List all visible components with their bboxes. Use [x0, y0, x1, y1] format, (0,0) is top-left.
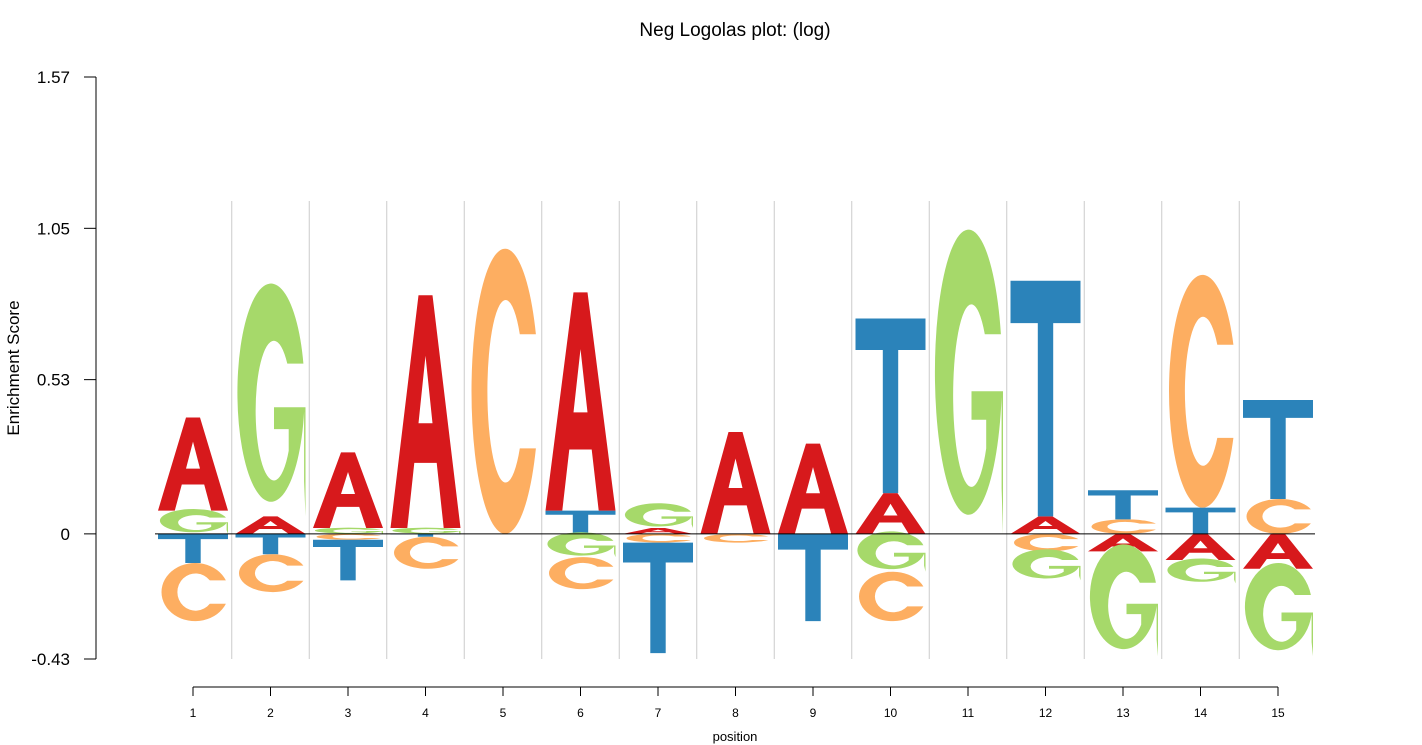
letter-A [390, 295, 461, 529]
logo-stack-pos-10 [855, 318, 926, 622]
letter-G [934, 229, 1003, 534]
x-tick-label: 1 [190, 706, 197, 720]
letter-T [235, 533, 306, 555]
letter-T [313, 539, 383, 581]
letter-G [392, 527, 461, 534]
y-tick-label: 1.57 [37, 68, 70, 87]
letter-T [1088, 490, 1158, 520]
letter-C [161, 562, 226, 622]
logo-stack-pos-12 [1010, 280, 1081, 581]
x-tick-label: 15 [1271, 706, 1285, 720]
logo-stack-pos-2 [235, 283, 306, 593]
letter-A [855, 493, 926, 534]
y-tick-label: -0.43 [31, 650, 70, 669]
letter-T [623, 542, 693, 654]
x-tick-label: 8 [732, 706, 739, 720]
letter-A [778, 443, 848, 534]
x-tick-label: 10 [884, 706, 898, 720]
letter-G [314, 527, 383, 534]
letter-A [700, 432, 771, 534]
logo-stack-pos-4 [390, 295, 461, 569]
y-tick-label: 0 [61, 525, 70, 544]
chart-title: Neg Logolas plot: (log) [639, 20, 830, 41]
letter-G [1012, 549, 1081, 581]
letter-A [1088, 533, 1158, 552]
letter-A [1165, 533, 1236, 561]
letter-C [549, 557, 614, 590]
logo-stack-pos-9 [778, 443, 848, 622]
letter-T [158, 533, 228, 563]
letter-G [1167, 558, 1236, 584]
letter-G [857, 531, 926, 572]
logo-stack-pos-7 [623, 503, 693, 654]
letter-C [316, 533, 381, 540]
letter-T [545, 510, 616, 534]
letter-C [626, 533, 691, 543]
logo-stack-pos-8 [700, 432, 771, 543]
x-tick-label: 3 [345, 706, 352, 720]
letter-A [545, 292, 616, 511]
y-tick-label: 0.53 [37, 371, 70, 390]
logo-stack-pos-11 [934, 229, 1003, 534]
letter-C [704, 533, 769, 543]
letter-C [1091, 519, 1156, 534]
letter-T [1010, 280, 1081, 517]
x-tick-label: 14 [1194, 706, 1208, 720]
x-tick-label: 6 [577, 706, 584, 720]
x-tick-label: 5 [500, 706, 507, 720]
letter-A [158, 417, 228, 511]
x-axis: 1 2 3 4 5 6 7 8 9 10 11 12 13 14 15 [190, 686, 1285, 720]
logo-stack-pos-13 [1088, 490, 1158, 657]
letter-T [390, 533, 461, 537]
letter-A [235, 516, 306, 534]
logo-stack-pos-3 [313, 452, 383, 581]
letter-C [1246, 498, 1311, 534]
logo-stack-pos-1 [158, 417, 228, 622]
letter-G [237, 283, 306, 517]
letter-A [623, 528, 693, 534]
letter-A [1010, 516, 1081, 534]
letter-T [1165, 507, 1236, 534]
letter-C [859, 571, 924, 622]
letter-C [394, 536, 459, 569]
letter-G [547, 532, 616, 558]
letter-G [624, 503, 693, 529]
letter-T [1243, 400, 1313, 499]
letter-G [1089, 544, 1158, 657]
letter-C [1014, 533, 1079, 552]
position-grid [231, 201, 1240, 659]
letter-A [1243, 533, 1313, 569]
logo-stack-pos-14 [1165, 274, 1236, 584]
x-tick-label: 7 [655, 706, 662, 720]
letter-C [1169, 274, 1234, 508]
letter-C [239, 554, 304, 593]
letter-T [855, 318, 926, 494]
x-tick-label: 9 [810, 706, 817, 720]
y-tick-label: 1.05 [37, 219, 70, 238]
letter-G [1244, 562, 1313, 657]
logo-letters [158, 229, 1313, 657]
logo-stack-pos-6 [545, 292, 616, 590]
x-tick-label: 4 [422, 706, 429, 720]
letter-A [313, 452, 383, 529]
x-tick-label: 11 [962, 706, 975, 720]
y-axis-title: Enrichment Score [4, 300, 23, 435]
x-tick-label: 12 [1039, 706, 1053, 720]
x-tick-label: 13 [1116, 706, 1130, 720]
x-axis-title: position [713, 729, 758, 744]
logo-stack-pos-15 [1243, 400, 1313, 657]
y-axis: 1.57 1.05 0.53 0 -0.43 [31, 68, 97, 669]
logo-stack-pos-5 [471, 248, 536, 534]
letter-G [159, 509, 228, 534]
letter-C [471, 248, 536, 534]
x-tick-label: 2 [267, 706, 274, 720]
letter-T [778, 533, 848, 622]
